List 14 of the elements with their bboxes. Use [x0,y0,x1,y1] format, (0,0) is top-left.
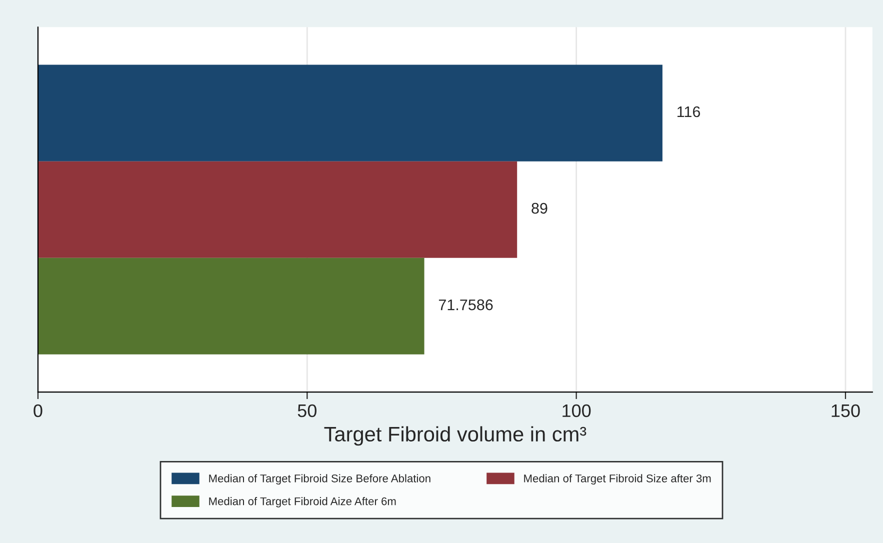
data-label: 116 [678,106,700,118]
legend-label: Median of Target Fibroid Size after 3m [524,474,711,485]
legend-label: Median of Target Fibroid Aize After 6m [209,497,396,508]
data-label: 71.7586 [438,299,493,310]
x-axis-title: Target Fibroid volume in cm³ [324,426,586,446]
bar [38,258,424,354]
data-label: 89 [532,202,548,214]
bar [38,64,662,162]
bar [38,161,518,258]
legend-label: Median of Target Fibroid Size Before Ablation [209,474,430,485]
x-tick-label: 150 [832,404,860,418]
x-tick-label: 100 [562,404,591,418]
x-tick-label: 0 [34,404,42,418]
x-tick-label: 50 [298,404,316,418]
